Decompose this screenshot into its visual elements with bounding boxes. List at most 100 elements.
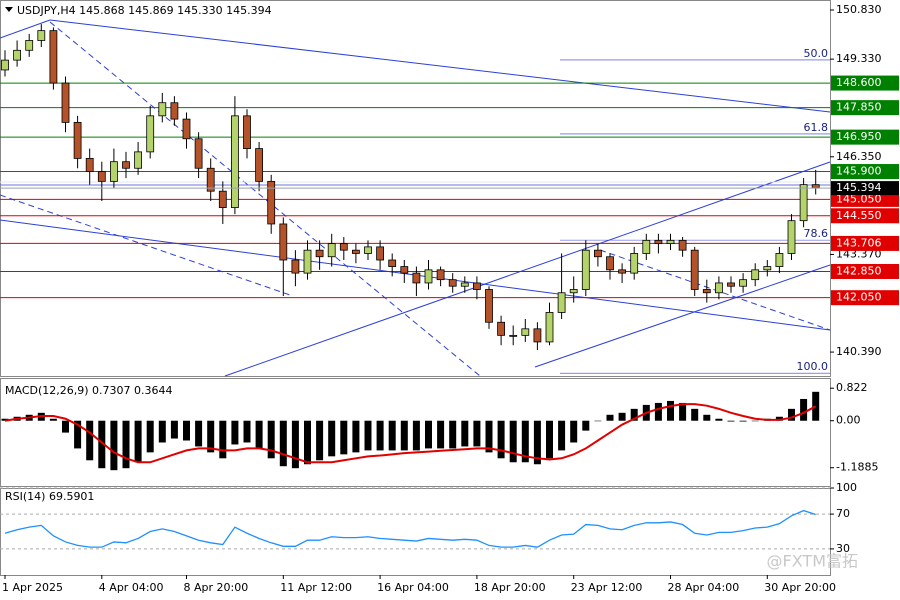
rsi-title: RSI(14) 69.5901 [5,490,94,503]
level-tag-label: 145.050 [836,192,882,205]
candle-body [775,253,784,267]
macd-bar [558,420,566,451]
macd-bar [316,420,324,461]
candle-body [654,239,663,245]
candle-body [606,256,614,271]
macd-bar [546,420,553,459]
candle-body [485,289,493,323]
candle-body [303,249,312,274]
macd-title: MACD(12,26,9) 0.7307 0.3644 [5,384,173,397]
candle-body [194,138,203,169]
trend-line [49,19,831,113]
candle-body [218,190,227,208]
macd-bar [606,414,614,421]
macd-bar [86,420,94,461]
x-tick-label: 1 Apr 2025 [2,581,63,594]
trend-lines [0,19,831,377]
macd-bar [739,420,747,422]
x-tick-label: 8 Apr 20:00 [184,581,249,594]
level-tag [831,129,899,145]
macd-bar [134,420,142,463]
candle-body [364,246,372,254]
candle-body [678,239,687,251]
current-price-label: 145.394 [836,181,882,194]
macd-bar [594,420,602,422]
macd-bar [775,416,783,421]
candle-body [182,118,191,140]
candle-body [206,167,215,192]
candle-body [412,272,421,284]
macd-bar [800,398,808,421]
level-tag [831,208,899,224]
macd-bar [98,420,106,469]
y-tick-label: 150.830 [836,3,882,16]
candle-body [642,239,651,254]
macd-bar [425,420,432,449]
level-tag [831,164,899,180]
macd-bar [291,420,299,469]
macd-bar [497,420,505,459]
macd-bar [667,400,674,421]
level-tag-label: 142.050 [836,291,882,304]
macd-bar [146,420,154,453]
macd-bar [304,420,311,465]
candle-body [533,328,542,343]
level-tag-label: 145.900 [836,165,882,178]
candle-body [13,49,22,61]
candle-body [472,282,481,290]
candle-body [799,184,808,222]
candle-body [715,282,723,294]
candle-body [690,249,699,290]
candle-body [497,321,506,336]
macd-bar [751,420,759,422]
macd-bar [110,420,118,471]
macd-bar [412,420,420,451]
candle-body [49,30,58,84]
x-tick-label: 23 Apr 12:00 [571,581,643,594]
macd-bar [267,420,275,459]
candle-body [557,292,566,313]
macd-bar [618,412,626,421]
candle-body [388,259,397,267]
candle-body [315,249,324,258]
macd-bar [691,408,699,421]
candle-body [702,289,711,294]
level-tag [831,235,899,251]
candle-body [267,180,276,225]
candle-body [110,161,118,182]
macd-bar [570,420,578,443]
macd-bar [485,420,493,453]
y-tick-label: -1.1885 [836,461,878,474]
chart-title: USDJPY,H4 145.868 145.869 145.330 145.39… [17,4,272,17]
symbol-menu-icon[interactable] [5,7,13,12]
macd-bar [340,420,348,455]
rsi-line [4,509,816,548]
macd-bar [461,420,469,447]
macd-bar [170,420,178,439]
level-tag-label: 142.850 [836,264,882,277]
candle-body [158,102,167,117]
candle-body [460,282,469,287]
level-tag [831,75,899,91]
candle-body [618,269,626,274]
macd-bar [473,420,481,447]
y-tick-label: 100 [836,481,857,494]
candle-body [134,151,143,169]
trend-line-dashed [49,21,481,377]
macd-bar [279,420,287,467]
macd-bar [219,420,227,459]
macd-bar [630,408,638,421]
candle-body [37,30,46,41]
y-tick-label: 0.822 [836,381,868,394]
macd-bar [243,420,251,443]
macd-bar [437,420,445,449]
candle-body [739,279,747,287]
candle-body [279,223,288,261]
trend-line-dashed [0,194,291,296]
candle-body [630,253,639,274]
trend-line-dashed [599,249,831,331]
level-tag-label: 144.550 [836,209,882,222]
y-tick-label: 30 [836,542,850,555]
candle-body [666,239,675,245]
